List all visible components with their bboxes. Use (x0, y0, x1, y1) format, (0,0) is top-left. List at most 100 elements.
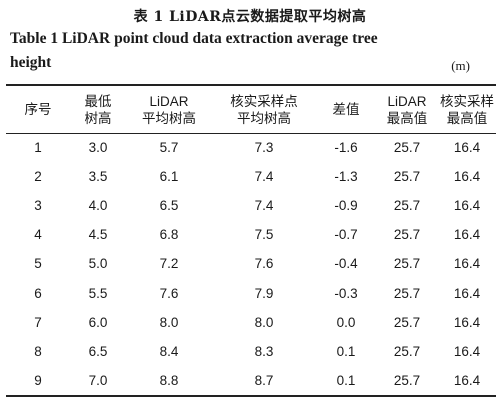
column-header-line: 核实采样点 (230, 93, 298, 109)
table-cell: 16.4 (453, 256, 481, 272)
table-cell: 4 (34, 227, 42, 243)
table-cell: 6.5 (159, 198, 179, 214)
table-cell: 16.4 (453, 314, 481, 330)
table-cell: 25.7 (393, 227, 421, 243)
column-header-line: 平均树高 (142, 110, 196, 126)
table-cell: 8.7 (254, 372, 274, 388)
table-row: 5 5.0 7.2 7.6 -0.4 25.7 16.4 (6, 249, 496, 278)
table-title-cn: 表 1 LiDAR点云数据提取平均树高 (133, 9, 367, 25)
header-rule (6, 133, 496, 134)
unit-label: (m) (451, 58, 470, 73)
table-cell: 16.4 (453, 169, 481, 185)
table-cell: 7.2 (159, 256, 179, 272)
data-table: 序号 最低 树高 LiDAR 平均树高 核实采样点 平均树高 差值 LiDAR 最高值 核实采样 最高… (6, 86, 496, 395)
column-header-line: 核实采样 (440, 93, 494, 109)
table-cell: -1.3 (334, 169, 358, 185)
table-cell: 3 (34, 198, 42, 214)
table-cell: 8.3 (254, 343, 274, 359)
table-cell: 3.0 (88, 140, 108, 156)
table-row: 2 3.5 6.1 7.4 -1.3 25.7 16.4 (6, 162, 496, 191)
column-header: LiDAR 平均树高 (126, 86, 212, 133)
table-row: 7 6.0 8.0 8.0 0.0 25.7 16.4 (6, 308, 496, 337)
table-cell: 3.5 (88, 169, 108, 185)
table-cell: 0.1 (336, 343, 356, 359)
table-cell: -0.9 (334, 198, 358, 214)
table-cell: -1.6 (334, 140, 358, 156)
table-cell: 7.4 (254, 198, 274, 214)
table-cell: -0.4 (334, 256, 358, 272)
table-cell: 7.0 (88, 372, 108, 388)
table-cell: 25.7 (393, 372, 421, 388)
table-row: 6 5.5 7.6 7.9 -0.3 25.7 16.4 (6, 278, 496, 307)
table-cell: 25.7 (393, 343, 421, 359)
table-cell: 16.4 (453, 285, 481, 301)
table-cell: -0.7 (334, 227, 358, 243)
table-cell: 25.7 (393, 256, 421, 272)
table-title-en-line2: height (10, 54, 52, 71)
table-cell: 7.9 (254, 285, 274, 301)
table-cell: 6.1 (159, 169, 179, 185)
column-header-line: 最低 (84, 93, 112, 109)
column-header: LiDAR 最高值 (376, 86, 438, 133)
table-cell: -0.3 (334, 285, 358, 301)
column-header-line: LiDAR (149, 93, 189, 109)
table-cell: 9 (34, 372, 42, 388)
table-cell: 25.7 (393, 198, 421, 214)
table-cell: 6.0 (88, 314, 108, 330)
column-header: 核实采样 最高值 (438, 86, 496, 133)
table-cell: 7.6 (254, 256, 274, 272)
table-row: 1 3.0 5.7 7.3 -1.6 25.7 16.4 (6, 133, 496, 162)
header-row: 序号 最低 树高 LiDAR 平均树高 核实采样点 平均树高 差值 LiDAR 最高值 核实采样 最高… (6, 86, 496, 133)
column-header-line: 最高值 (446, 110, 488, 126)
column-header: 序号 (6, 86, 70, 133)
table-cell: 16.4 (453, 343, 481, 359)
table-cell: 16.4 (453, 198, 481, 214)
table-title-en-line1: Table 1 LiDAR point cloud data extractio… (10, 30, 378, 47)
table-cell: 0.1 (336, 372, 356, 388)
table-row: 9 7.0 8.8 8.7 0.1 25.7 16.4 (6, 366, 496, 395)
column-header-line: 序号 (24, 102, 52, 117)
table-cell: 0.0 (336, 314, 356, 330)
table-cell: 8.0 (254, 314, 274, 330)
table-cell: 8 (34, 343, 42, 359)
column-header: 差值 (316, 86, 376, 133)
table-cell: 5 (34, 256, 42, 272)
table-cell: 6 (34, 285, 42, 301)
table-cell: 25.7 (393, 169, 421, 185)
bottom-rule (6, 395, 496, 397)
table-cell: 1 (34, 140, 42, 156)
table-row: 4 4.5 6.8 7.5 -0.7 25.7 16.4 (6, 220, 496, 249)
table-cell: 8.8 (159, 372, 179, 388)
table-cell: 5.5 (88, 285, 108, 301)
table-cell: 16.4 (453, 227, 481, 243)
table-cell: 4.0 (88, 198, 108, 214)
column-header: 最低 树高 (70, 86, 126, 133)
table-row: 8 6.5 8.4 8.3 0.1 25.7 16.4 (6, 337, 496, 366)
table-cell: 7.3 (254, 140, 274, 156)
column-header-line: LiDAR (387, 93, 427, 109)
column-header-line: 最高值 (386, 110, 428, 126)
column-header-line: 差值 (332, 102, 360, 117)
table-cell: 2 (34, 169, 42, 185)
top-rule (6, 84, 496, 86)
table-cell: 6.8 (159, 227, 179, 243)
table-cell: 7 (34, 314, 42, 330)
table-cell: 4.5 (88, 227, 108, 243)
table-body: 1 3.0 5.7 7.3 -1.6 25.7 16.4 2 3.5 6.1 7.4 -1.3 25.7… (6, 133, 496, 395)
column-header-line: 树高 (84, 110, 112, 126)
table-cell: 25.7 (393, 314, 421, 330)
table-cell: 7.5 (254, 227, 274, 243)
table-cell: 16.4 (453, 372, 481, 388)
table-cell: 16.4 (453, 140, 481, 156)
table-cell: 5.7 (159, 140, 179, 156)
table-cell: 25.7 (393, 140, 421, 156)
table-cell: 25.7 (393, 285, 421, 301)
table-cell: 8.4 (159, 343, 179, 359)
table-cell: 7.4 (254, 169, 274, 185)
column-header: 核实采样点 平均树高 (212, 86, 316, 133)
table-cell: 7.6 (159, 285, 179, 301)
table-cell: 6.5 (88, 343, 108, 359)
column-header-line: 平均树高 (237, 110, 291, 126)
table-row: 3 4.0 6.5 7.4 -0.9 25.7 16.4 (6, 191, 496, 220)
